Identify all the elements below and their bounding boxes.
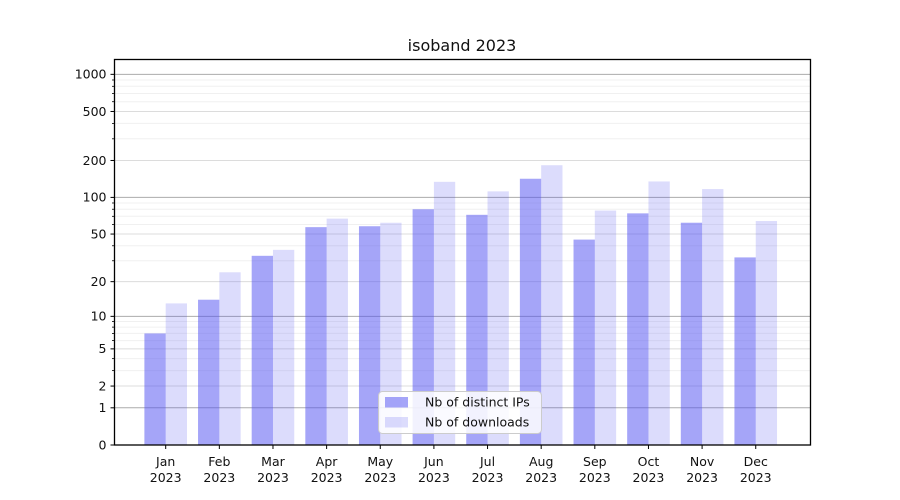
x-tick-month-label: Dec <box>744 454 768 469</box>
bar-distinct-ips <box>680 222 703 445</box>
legend-label: Nb of distinct IPs <box>425 395 530 410</box>
x-tick-year-label: 2023 <box>579 470 611 485</box>
bar-distinct-ips <box>519 178 542 445</box>
x-tick-year-label: 2023 <box>686 470 718 485</box>
x-tick-year-label: 2023 <box>364 470 396 485</box>
bar-layer <box>144 165 778 445</box>
x-tick-year-label: 2023 <box>633 470 665 485</box>
y-tick-label: 100 <box>83 190 107 205</box>
x-tick-year-label: 2023 <box>203 470 235 485</box>
bar-distinct-ips <box>251 255 273 445</box>
x-tick-month-label: Nov <box>690 454 715 469</box>
plot-border <box>113 58 812 446</box>
bar-downloads <box>165 303 187 445</box>
bar-downloads <box>219 272 241 445</box>
y-tick-label: 1 <box>99 400 107 415</box>
bar-downloads <box>755 221 778 445</box>
bar-distinct-ips <box>627 213 649 445</box>
axis-layer: 01251020501002005001000Jan2023Feb2023Mar… <box>75 58 812 485</box>
y-tick-label: 1000 <box>75 67 107 82</box>
x-tick-year-label: 2023 <box>472 470 504 485</box>
x-tick-year-label: 2023 <box>418 470 450 485</box>
x-tick-year-label: 2023 <box>740 470 772 485</box>
y-tick-label: 2 <box>99 378 107 393</box>
x-tick-month-label: May <box>367 454 393 469</box>
x-tick-year-label: 2023 <box>150 470 182 485</box>
y-tick-label: 20 <box>91 274 107 289</box>
bar-downloads <box>380 222 402 445</box>
bar-distinct-ips <box>573 239 595 445</box>
x-tick-month-label: Sep <box>583 454 607 469</box>
x-tick-month-label: Oct <box>638 454 660 469</box>
x-tick-year-label: 2023 <box>525 470 557 485</box>
legend-box <box>378 391 542 434</box>
bar-distinct-ips <box>305 227 327 445</box>
bar-downloads <box>541 165 563 445</box>
x-tick-month-label: Feb <box>208 454 230 469</box>
x-tick-month-label: Jun <box>423 454 444 469</box>
bar-downloads <box>326 218 348 445</box>
y-tick-label: 10 <box>91 309 107 324</box>
bar-distinct-ips <box>412 209 434 445</box>
legend-label: Nb of downloads <box>425 415 529 430</box>
bar-downloads <box>702 189 724 445</box>
bar-distinct-ips <box>734 257 756 445</box>
bar-distinct-ips <box>466 214 488 445</box>
x-tick-month-label: Jan <box>155 454 175 469</box>
bar-downloads <box>272 249 295 445</box>
bar-downloads <box>487 191 509 445</box>
legend-swatch <box>385 417 408 428</box>
y-tick-label: 5 <box>99 341 107 356</box>
bar-downloads <box>648 181 670 445</box>
x-tick-year-label: 2023 <box>311 470 343 485</box>
x-tick-month-label: Mar <box>261 454 285 469</box>
x-tick-month-label: Aug <box>529 454 553 469</box>
chart-title: isoband 2023 <box>408 36 517 55</box>
x-tick-year-label: 2023 <box>257 470 289 485</box>
y-tick-label: 0 <box>99 437 107 452</box>
bar-downloads <box>594 210 617 445</box>
y-tick-label: 50 <box>91 226 107 241</box>
bar-downloads <box>433 181 456 445</box>
x-tick-month-label: Jul <box>479 454 495 469</box>
bar-distinct-ips <box>358 226 381 445</box>
legend: Nb of distinct IPs Nb of downloads <box>378 391 542 434</box>
x-tick-month-label: Apr <box>316 454 338 469</box>
y-tick-label: 200 <box>83 153 107 168</box>
legend-swatch <box>385 397 408 408</box>
bar-distinct-ips <box>144 333 166 445</box>
bar-distinct-ips <box>198 299 220 445</box>
y-tick-label: 500 <box>83 104 107 119</box>
